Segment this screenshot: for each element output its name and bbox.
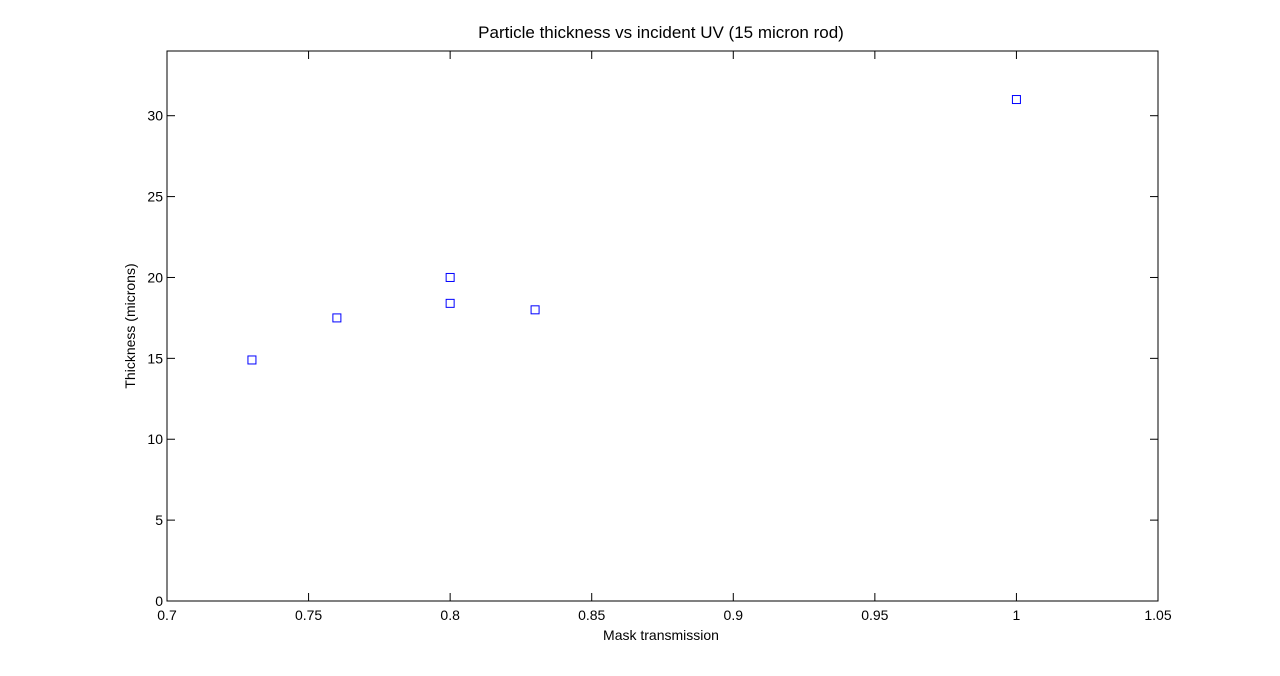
x-tick-label: 1.05 xyxy=(1144,607,1171,623)
y-axis-label: Thickness (microns) xyxy=(122,263,138,388)
y-tick-label: 15 xyxy=(147,350,163,366)
x-axis-label: Mask transmission xyxy=(603,627,719,643)
y-axis: 0 5 10 15 20 25 30 xyxy=(147,108,1158,609)
data-point xyxy=(247,355,257,365)
x-tick-label: 0.9 xyxy=(724,607,744,623)
y-tick-label: 30 xyxy=(147,108,163,124)
x-axis: 0.7 0.75 0.8 0.85 0.9 0.95 1 1.05 xyxy=(157,51,1172,623)
y-tick-label: 25 xyxy=(147,189,163,205)
chart-title: Particle thickness vs incident UV (15 mi… xyxy=(478,23,844,42)
y-tick-label: 10 xyxy=(147,431,163,447)
data-point xyxy=(1011,95,1021,105)
x-tick-label: 0.85 xyxy=(578,607,605,623)
x-tick-label: 0.75 xyxy=(295,607,322,623)
y-tick-label: 5 xyxy=(155,512,163,528)
data-point xyxy=(445,272,455,282)
y-tick-label: 20 xyxy=(147,269,163,285)
data-point xyxy=(332,313,342,323)
plot-area xyxy=(166,50,1159,602)
data-point xyxy=(530,305,540,315)
x-tick-label: 0.8 xyxy=(440,607,460,623)
x-tick-label: 0.7 xyxy=(157,607,177,623)
y-tick-label: 0 xyxy=(155,593,163,609)
data-points xyxy=(247,95,1021,365)
x-tick-label: 1 xyxy=(1013,607,1021,623)
data-point xyxy=(445,298,455,308)
x-tick-label: 0.95 xyxy=(861,607,888,623)
